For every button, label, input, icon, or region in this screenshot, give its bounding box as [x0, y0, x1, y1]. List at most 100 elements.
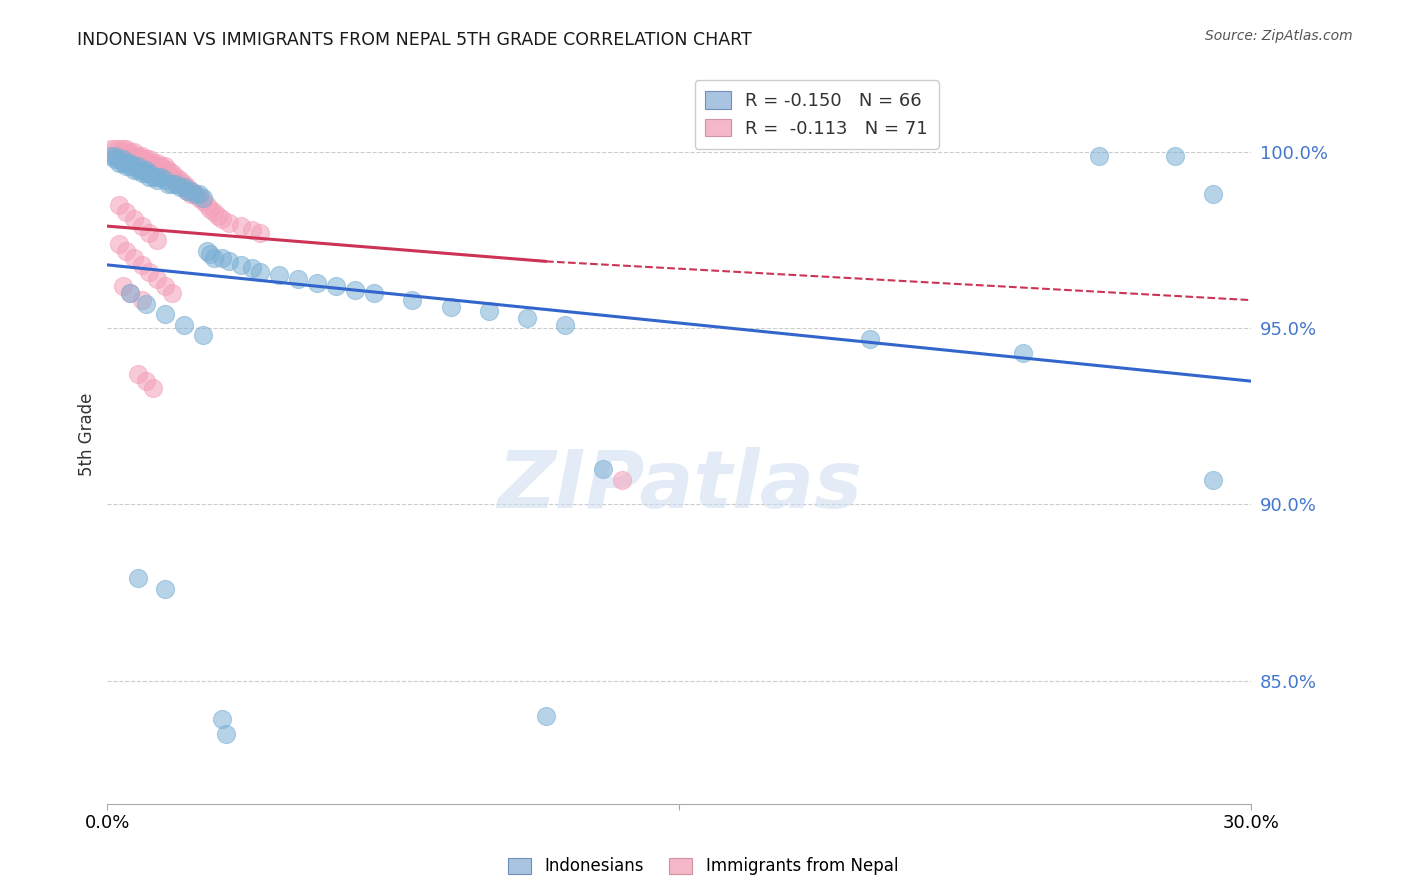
Point: [120, 149, 142, 163]
Point: [214, 726, 236, 740]
Point: [120, 286, 142, 301]
Point: [1202, 473, 1225, 487]
Point: [207, 209, 229, 223]
Point: [401, 293, 423, 307]
Point: [122, 162, 145, 177]
Point: [187, 191, 209, 205]
Point: [157, 162, 180, 177]
Point: [165, 169, 187, 184]
Point: [149, 162, 172, 177]
Point: [138, 169, 160, 184]
Point: [165, 177, 187, 191]
Point: [111, 279, 134, 293]
Point: [108, 198, 131, 212]
Point: [1011, 346, 1033, 360]
Point: [307, 276, 329, 290]
Point: [180, 187, 202, 202]
Point: [131, 162, 153, 177]
Point: [195, 198, 218, 212]
Point: [138, 152, 160, 166]
Point: [127, 149, 149, 163]
Point: [153, 279, 176, 293]
Point: [165, 173, 187, 187]
Point: [202, 251, 225, 265]
Point: [146, 169, 169, 184]
Point: [146, 272, 169, 286]
Point: [134, 166, 156, 180]
Point: [122, 212, 145, 227]
Point: [202, 205, 225, 219]
Point: [1202, 187, 1225, 202]
Point: [218, 254, 240, 268]
Point: [211, 212, 233, 227]
Point: [534, 709, 557, 723]
Point: [146, 159, 169, 173]
Point: [153, 162, 176, 177]
Point: [131, 293, 153, 307]
Point: [104, 149, 127, 163]
Point: [115, 205, 138, 219]
Point: [240, 222, 263, 236]
Point: [131, 219, 153, 234]
Point: [554, 318, 576, 332]
Point: [142, 155, 165, 169]
Point: [363, 286, 385, 301]
Point: [108, 155, 131, 169]
Point: [115, 155, 138, 169]
Point: [229, 258, 252, 272]
Point: [169, 173, 191, 187]
Point: [122, 145, 145, 160]
Point: [108, 152, 131, 166]
Point: [173, 177, 195, 191]
Point: [229, 219, 252, 234]
Point: [859, 332, 882, 346]
Point: [344, 283, 367, 297]
Point: [146, 155, 169, 169]
Point: [211, 713, 233, 727]
Point: [176, 180, 198, 194]
Point: [191, 194, 214, 209]
Point: [184, 187, 207, 202]
Text: INDONESIAN VS IMMIGRANTS FROM NEPAL 5TH GRADE CORRELATION CHART: INDONESIAN VS IMMIGRANTS FROM NEPAL 5TH …: [77, 31, 752, 49]
Point: [160, 166, 183, 180]
Point: [516, 310, 538, 325]
Point: [149, 159, 172, 173]
Y-axis label: 5th Grade: 5th Grade: [79, 392, 96, 475]
Point: [160, 169, 183, 184]
Point: [592, 462, 614, 476]
Point: [1164, 149, 1187, 163]
Point: [173, 180, 195, 194]
Point: [142, 381, 165, 395]
Point: [180, 184, 202, 198]
Point: [191, 328, 214, 343]
Point: [200, 202, 222, 216]
Legend: Indonesians, Immigrants from Nepal: Indonesians, Immigrants from Nepal: [499, 849, 907, 884]
Point: [325, 279, 347, 293]
Point: [267, 268, 290, 283]
Point: [122, 149, 145, 163]
Point: [127, 152, 149, 166]
Point: [127, 162, 149, 177]
Point: [127, 367, 149, 381]
Point: [111, 155, 134, 169]
Point: [249, 226, 271, 240]
Point: [120, 155, 142, 169]
Point: [218, 216, 240, 230]
Point: [104, 142, 127, 156]
Point: [138, 166, 160, 180]
Point: [138, 226, 160, 240]
Point: [180, 184, 202, 198]
Point: [200, 247, 222, 261]
Point: [153, 582, 176, 596]
Point: [153, 159, 176, 173]
Point: [108, 236, 131, 251]
Point: [104, 152, 127, 166]
Point: [142, 159, 165, 173]
Point: [111, 152, 134, 166]
Point: [211, 251, 233, 265]
Point: [157, 177, 180, 191]
Point: [120, 286, 142, 301]
Point: [108, 142, 131, 156]
Legend: R = -0.150   N = 66, R =  -0.113   N = 71: R = -0.150 N = 66, R = -0.113 N = 71: [695, 80, 939, 149]
Point: [169, 177, 191, 191]
